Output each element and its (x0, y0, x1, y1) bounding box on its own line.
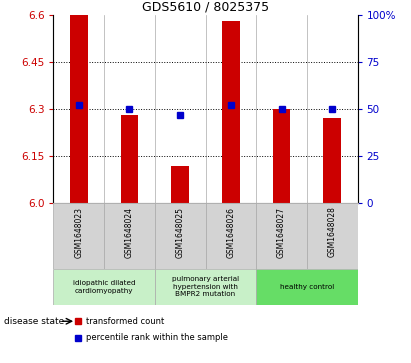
Text: pulmonary arterial
hypertension with
BMPR2 mutation: pulmonary arterial hypertension with BMP… (172, 276, 239, 297)
Bar (70, 15, 88, 203)
Bar (307, 203, 358, 269)
Text: GSM1648023: GSM1648023 (74, 207, 83, 257)
Bar (155, 269, 256, 305)
Text: healthy control: healthy control (280, 284, 334, 290)
Bar (120, 115, 139, 203)
Text: transformed count: transformed count (86, 317, 164, 326)
Bar (256, 203, 307, 269)
Bar (155, 203, 206, 269)
Bar (323, 118, 341, 203)
Text: GSM1648025: GSM1648025 (175, 207, 185, 257)
Text: GSM1648028: GSM1648028 (328, 207, 337, 257)
Bar (171, 166, 189, 203)
Text: disease state: disease state (4, 317, 65, 326)
Bar (53, 269, 155, 305)
Text: percentile rank within the sample: percentile rank within the sample (86, 333, 228, 342)
Text: idiopathic dilated
cardiomyopathy: idiopathic dilated cardiomyopathy (73, 280, 136, 294)
Title: GDS5610 / 8025375: GDS5610 / 8025375 (142, 0, 269, 13)
Text: GSM1648024: GSM1648024 (125, 207, 134, 257)
Bar (256, 269, 358, 305)
Bar (53, 203, 104, 269)
Bar (206, 203, 256, 269)
Bar (222, 21, 240, 203)
Text: GSM1648027: GSM1648027 (277, 207, 286, 257)
Bar (272, 109, 291, 203)
Bar (104, 203, 155, 269)
Text: GSM1648026: GSM1648026 (226, 207, 236, 257)
